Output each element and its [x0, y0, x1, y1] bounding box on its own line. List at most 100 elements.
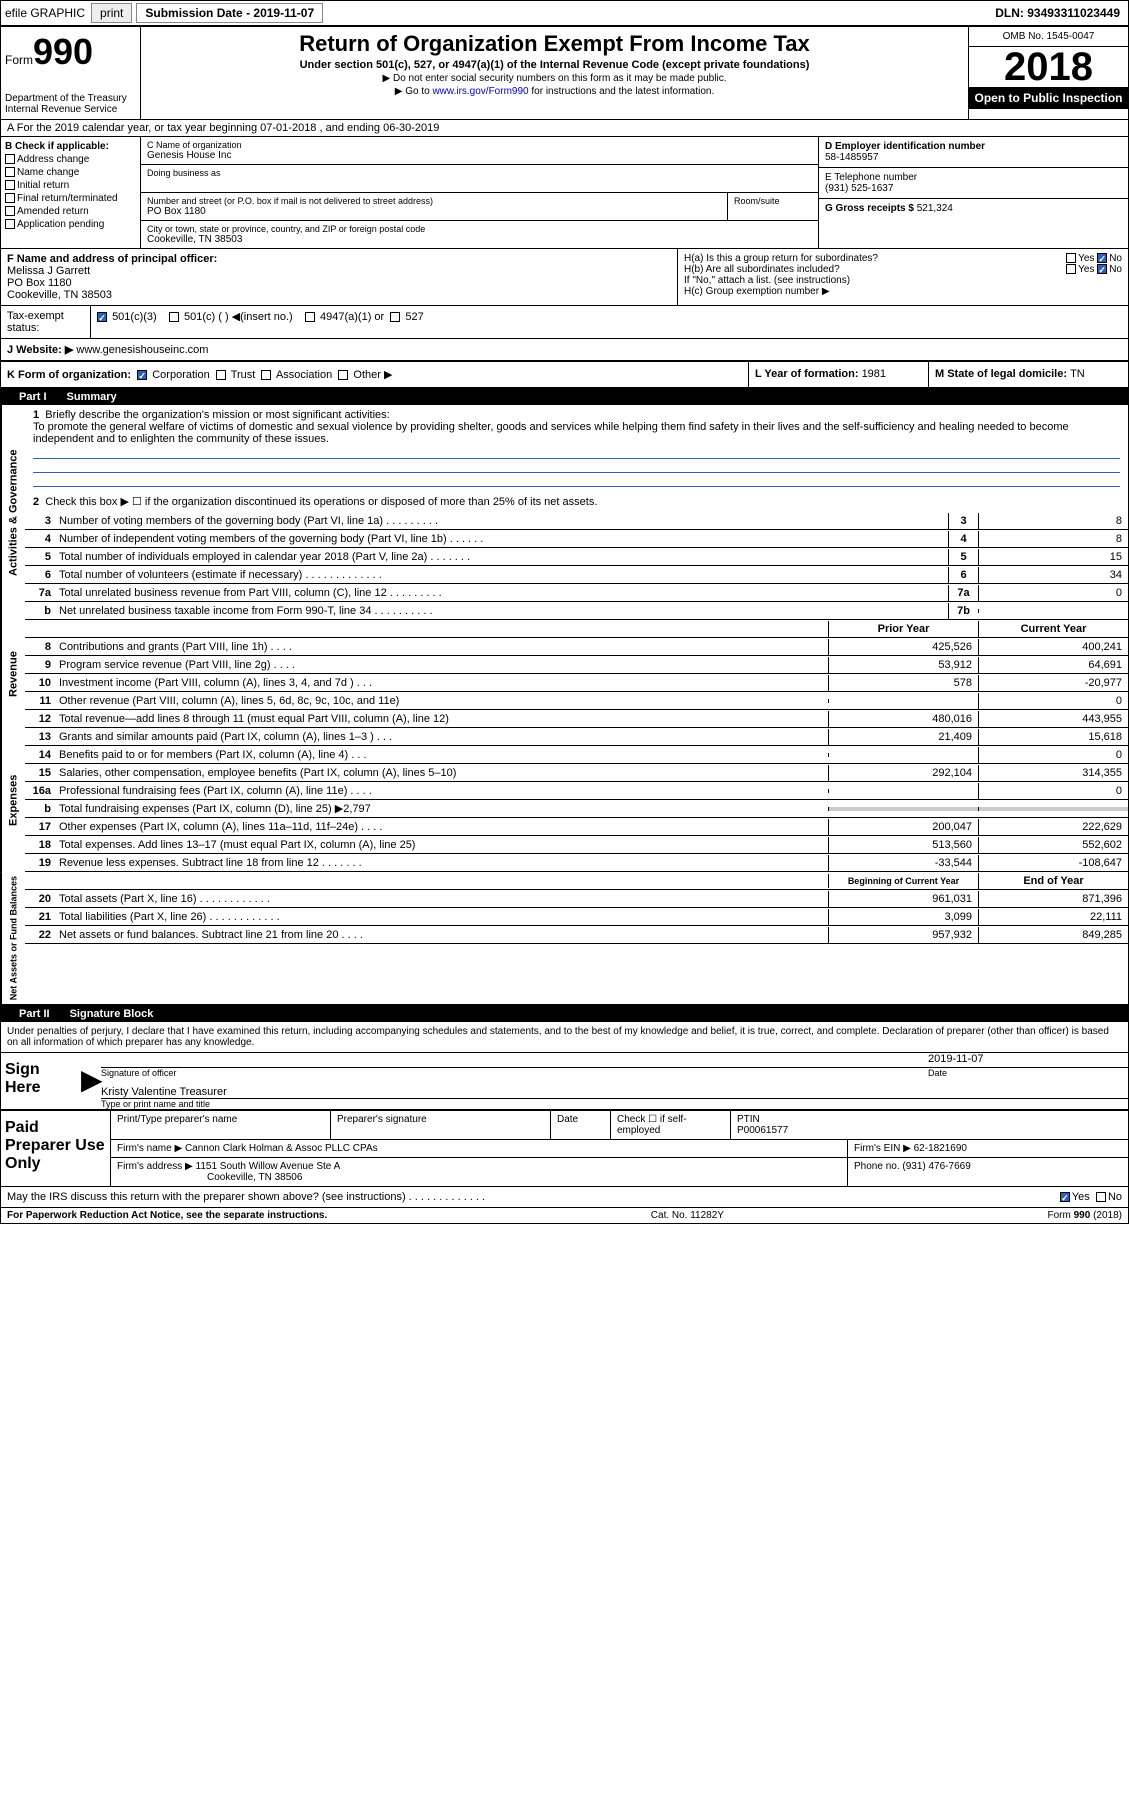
website-url: www.genesishouseinc.com	[76, 344, 208, 356]
mission-text: To promote the general welfare of victim…	[33, 421, 1120, 445]
revenue-header: Prior Year Current Year	[25, 620, 1128, 638]
ha-yesno: Yes ✓No	[1066, 253, 1122, 264]
dba-box: Doing business as	[141, 165, 818, 193]
tax-status-label: Tax-exempt status:	[1, 306, 91, 338]
chk-501c[interactable]	[169, 312, 179, 322]
firm-name: Firm's name ▶ Cannon Clark Holman & Asso…	[111, 1140, 848, 1157]
firm-address: Firm's address ▶ 1151 South Willow Avenu…	[111, 1158, 848, 1186]
vert-expenses: Expenses	[1, 728, 25, 872]
chk-name-change[interactable]: Name change	[5, 167, 136, 178]
officer-name: Kristy Valentine Treasurer	[101, 1086, 1128, 1099]
summary-line: 3Number of voting members of the governi…	[25, 512, 1128, 530]
chk-corp[interactable]: ✓	[137, 370, 147, 380]
signature-area: Signature of officer 2019-11-07 Date Kri…	[101, 1053, 1128, 1109]
summary-line: 5Total number of individuals employed in…	[25, 548, 1128, 566]
chk-discuss-yes[interactable]: ✓	[1060, 1192, 1070, 1202]
form-body: Form990 Department of the Treasury Inter…	[0, 26, 1129, 1224]
activities-section: 1 Briefly describe the organization's mi…	[25, 405, 1128, 620]
ein-box: D Employer identification number 58-1485…	[819, 137, 1128, 168]
netassets-header: Beginning of Current Year End of Year	[25, 872, 1128, 890]
chk-527[interactable]	[390, 312, 400, 322]
omb-number: OMB No. 1545-0047	[969, 27, 1128, 47]
submission-date: Submission Date - 2019-11-07	[136, 3, 323, 23]
dept-label: Department of the Treasury Internal Reve…	[5, 93, 136, 115]
city-box: City or town, state or province, country…	[141, 221, 818, 248]
open-to-public: Open to Public Inspection	[969, 87, 1128, 109]
year-formation: L Year of formation: 1981	[748, 362, 928, 387]
print-button[interactable]: print	[91, 3, 132, 23]
dln: DLN: 93493311023449	[995, 6, 1128, 20]
chk-assoc[interactable]	[261, 370, 271, 380]
penalty-text: Under penalties of perjury, I declare th…	[1, 1022, 1128, 1053]
vert-activities-governance: Activities & Governance	[1, 405, 25, 620]
self-employed-check[interactable]: Check ☐ if self-employed	[611, 1111, 731, 1139]
footer-mid: Cat. No. 11282Y	[651, 1210, 724, 1221]
expense-line: 16aProfessional fundraising fees (Part I…	[25, 782, 1128, 800]
top-toolbar: efile GRAPHIC print Submission Date - 20…	[0, 0, 1129, 26]
principal-officer: F Name and address of principal officer:…	[1, 249, 678, 305]
summary-line: 4Number of independent voting members of…	[25, 530, 1128, 548]
efile-label: efile GRAPHIC	[1, 6, 89, 20]
section-a: A For the 2019 calendar year, or tax yea…	[1, 120, 1128, 137]
header-left: Form990 Department of the Treasury Inter…	[1, 27, 141, 119]
firm-ein: Firm's EIN ▶ 62-1821690	[848, 1140, 1128, 1157]
hb-label: H(b) Are all subordinates included?	[684, 264, 840, 275]
part2-header: Part II Signature Block	[1, 1006, 1128, 1022]
summary-line: 6Total number of volunteers (estimate if…	[25, 566, 1128, 584]
hc-label: H(c) Group exemption number ▶	[684, 286, 1122, 297]
form-note2: ▶ Go to www.irs.gov/Form990 for instruct…	[145, 86, 964, 97]
chk-initial-return[interactable]: Initial return	[5, 180, 136, 191]
vert-revenue: Revenue	[1, 620, 25, 728]
page-footer: For Paperwork Reduction Act Notice, see …	[1, 1207, 1128, 1223]
revenue-line: 12Total revenue—add lines 8 through 11 (…	[25, 710, 1128, 728]
gross-receipts: G Gross receipts $ 521,324	[819, 199, 1128, 218]
state-domicile: M State of legal domicile: TN	[928, 362, 1128, 387]
preparer-section: Print/Type preparer's name Preparer's si…	[111, 1111, 1128, 1186]
expense-line: 14Benefits paid to or for members (Part …	[25, 746, 1128, 764]
expenses-section: 13Grants and similar amounts paid (Part …	[25, 728, 1128, 872]
chk-discuss-no[interactable]	[1096, 1192, 1106, 1202]
hb-yesno: Yes ✓No	[1066, 264, 1122, 275]
sign-here-label: Sign Here	[1, 1053, 81, 1109]
expense-line: 19Revenue less expenses. Subtract line 1…	[25, 854, 1128, 872]
ha-label: H(a) Is this a group return for subordin…	[684, 253, 878, 264]
chk-address-change[interactable]: Address change	[5, 154, 136, 165]
chk-final-return[interactable]: Final return/terminated	[5, 193, 136, 204]
phone-box: E Telephone number (931) 525-1637	[819, 168, 1128, 199]
expense-line: bTotal fundraising expenses (Part IX, co…	[25, 800, 1128, 818]
header-center: Return of Organization Exempt From Incom…	[141, 27, 968, 119]
sig-date: 2019-11-07	[928, 1053, 1128, 1068]
chk-501c3[interactable]: ✓	[97, 312, 107, 322]
group-return: H(a) Is this a group return for subordin…	[678, 249, 1128, 305]
chk-app-pending[interactable]: Application pending	[5, 219, 136, 230]
summary-line: bNet unrelated business taxable income f…	[25, 602, 1128, 620]
form-subtitle: Under section 501(c), 527, or 4947(a)(1)…	[145, 59, 964, 71]
revenue-line: 9Program service revenue (Part VIII, lin…	[25, 656, 1128, 674]
line2: 2 Check this box ▶ ☐ if the organization…	[25, 491, 1128, 512]
header-right: OMB No. 1545-0047 2018 Open to Public In…	[968, 27, 1128, 119]
discuss-row: May the IRS discuss this return with the…	[1, 1186, 1128, 1207]
form-title: Return of Organization Exempt From Incom…	[145, 31, 964, 57]
address-box: Number and street (or P.O. box if mail i…	[141, 193, 728, 221]
chk-trust[interactable]	[216, 370, 226, 380]
prep-sig-label: Preparer's signature	[331, 1111, 551, 1139]
revenue-line: 10Investment income (Part VIII, column (…	[25, 674, 1128, 692]
chk-amended[interactable]: Amended return	[5, 206, 136, 217]
chk-4947[interactable]	[305, 312, 315, 322]
summary-line: 7aTotal unrelated business revenue from …	[25, 584, 1128, 602]
tax-year: 2018	[969, 47, 1128, 87]
irs-link[interactable]: www.irs.gov/Form990	[432, 86, 528, 97]
website-row: J Website: ▶ www.genesishouseinc.com	[1, 339, 1128, 362]
hb-note: If "No," attach a list. (see instruction…	[684, 275, 1122, 286]
form-note1: ▶ Do not enter social security numbers o…	[145, 73, 964, 84]
netasset-line: 21Total liabilities (Part X, line 26) . …	[25, 908, 1128, 926]
netassets-section: Beginning of Current Year End of Year 20…	[25, 872, 1128, 1004]
footer-right: Form 990 (2018)	[1048, 1210, 1122, 1221]
form-number: Form990	[5, 31, 136, 73]
col-b-checks: B Check if applicable: Address change Na…	[1, 137, 141, 248]
form-of-org: K Form of organization: ✓ Corporation Tr…	[1, 362, 748, 387]
expense-line: 15Salaries, other compensation, employee…	[25, 764, 1128, 782]
chk-other[interactable]	[338, 370, 348, 380]
prep-date-label: Date	[551, 1111, 611, 1139]
expense-line: 13Grants and similar amounts paid (Part …	[25, 728, 1128, 746]
